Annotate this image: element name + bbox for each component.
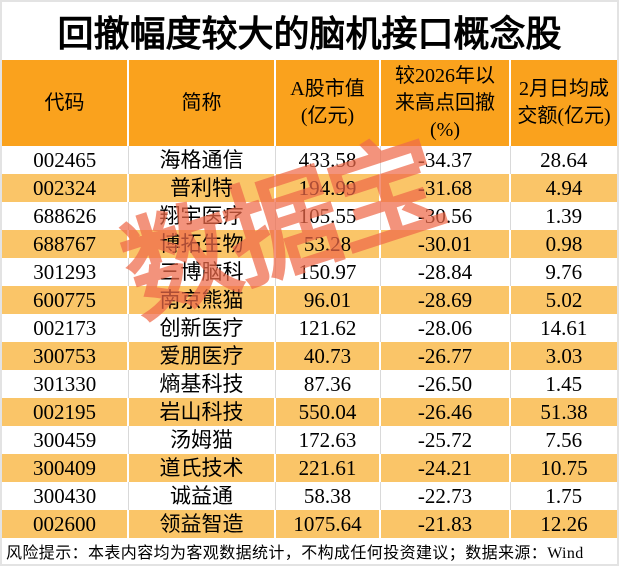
name-cell: 熵基科技 [128, 370, 276, 398]
name-cell: 普利特 [128, 174, 276, 202]
turnover-cell: 28.64 [540, 148, 588, 172]
table-row: 002195 岩山科技 550.04 -26.46 51.38 [2, 398, 617, 426]
mktcap-cell: 194.99 [275, 174, 381, 202]
drawdown-cell: -28.69 [380, 286, 511, 314]
drawdown-cell: -21.83 [380, 510, 511, 538]
mktcap-cell: 433.58 [275, 146, 381, 174]
turnover-cell: 10.75 [510, 454, 617, 482]
name-cell: 岩山科技 [128, 398, 276, 426]
drawdown-cell: -26.50 [380, 370, 511, 398]
mktcap-cell: 58.38 [275, 482, 381, 510]
table-row: 300753 爱朋医疗 40.73 -26.77 3.03 [2, 342, 617, 370]
table-row: 688626 翔宇医疗 105.55 -30.56 1.39 [2, 202, 617, 230]
table-header: 代码 简称 A股市值(亿元) 较2026年以来高点回撤(%) 2月日均成交额(亿… [2, 60, 617, 146]
mktcap-cell: 105.55 [275, 202, 381, 230]
code-cell: 300753 [2, 342, 129, 370]
turnover-cell: 3.03 [510, 342, 617, 370]
code-cell: 002324 [2, 174, 129, 202]
turnover-cell: 5.02 [510, 286, 617, 314]
name-cell: 爱朋医疗 [128, 342, 276, 370]
table-row: 688767 博拓生物 53.28 -30.01 0.98 [2, 230, 617, 258]
turnover-cell: 0.98 [510, 230, 617, 258]
code-cell: 002173 [2, 314, 129, 342]
mktcap-cell: 1075.64 [275, 510, 381, 538]
table-row: 002600 领益智造 1075.64 -21.83 12.26 [2, 510, 617, 538]
code-cell: 301330 [2, 370, 129, 398]
table-body: 002465 海格通信 433.58 -34.37 28.64 002324 普利特 194.… [2, 146, 617, 538]
code-cell: 300409 [2, 454, 129, 482]
table-row: 301330 熵基科技 87.36 -26.50 1.45 [2, 370, 617, 398]
table-row: 002324 普利特 194.99 -31.68 4.94 [2, 174, 617, 202]
code-cell: 600775 [2, 286, 129, 314]
name-cell: 翔宇医疗 [128, 202, 276, 230]
name-cell: 博拓生物 [128, 230, 276, 258]
turnover-cell: 1.45 [545, 372, 583, 396]
drawdown-cell: -26.46 [380, 398, 511, 426]
drawdown-cell: -30.01 [380, 230, 511, 258]
mktcap-cell: 53.28 [275, 230, 381, 258]
mktcap-cell: 96.01 [275, 286, 381, 314]
drawdown-cell: -22.73 [380, 482, 511, 510]
drawdown-cell: -28.06 [380, 314, 511, 342]
mktcap-cell: 172.63 [275, 426, 381, 454]
turnover-cell: 1.75 [545, 484, 583, 508]
column-header-name: 简称 [128, 60, 276, 146]
mktcap-cell: 121.62 [275, 314, 381, 342]
code-cell: 300430 [2, 482, 129, 510]
drawdown-cell: -24.21 [380, 454, 511, 482]
mktcap-cell: 550.04 [275, 398, 381, 426]
name-cell: 创新医疗 [128, 314, 276, 342]
column-header-turnover: 2月日均成交额(亿元) [510, 60, 617, 146]
title-band: 回撤幅度较大的脑机接口概念股 [2, 2, 617, 60]
turnover-cell: 51.38 [510, 398, 617, 426]
risk-disclaimer: 风险提示：本表内容均为客观数据统计，不构成任何投资建议；数据来源：Wind [6, 545, 584, 562]
table-row: 300409 道氏技术 221.61 -24.21 10.75 [2, 454, 617, 482]
column-header-drawdown: 较2026年以来高点回撤(%) [380, 60, 511, 146]
name-cell: 海格通信 [128, 146, 276, 174]
code-cell: 688767 [2, 230, 129, 258]
drawdown-cell: -25.72 [380, 426, 511, 454]
table-row: 600775 南京熊猫 96.01 -28.69 5.02 [2, 286, 617, 314]
code-cell: 002600 [2, 510, 129, 538]
drawdown-cell: -34.37 [380, 146, 511, 174]
drawdown-cell: -26.77 [380, 342, 511, 370]
drawdown-cell: -28.84 [380, 258, 511, 286]
turnover-cell: 9.76 [545, 260, 583, 284]
column-header-code: 代码 [2, 60, 129, 146]
table-row: 002173 创新医疗 121.62 -28.06 14.61 [2, 314, 617, 342]
stock-table: 代码 简称 A股市值(亿元) 较2026年以来高点回撤(%) 2月日均成交额(亿… [2, 60, 617, 538]
name-cell: 道氏技术 [128, 454, 276, 482]
table-row: 002465 海格通信 433.58 -34.37 28.64 [2, 146, 617, 174]
turnover-cell: 14.61 [540, 316, 588, 340]
name-cell: 南京熊猫 [128, 286, 276, 314]
code-cell: 002195 [2, 398, 129, 426]
turnover-cell: 1.39 [545, 204, 583, 228]
turnover-cell: 12.26 [510, 510, 617, 538]
code-cell: 002465 [2, 146, 129, 174]
table-row: 300459 汤姆猫 172.63 -25.72 7.56 [2, 426, 617, 454]
drawdown-cell: -30.56 [380, 202, 511, 230]
column-header-mktcap: A股市值(亿元) [275, 60, 381, 146]
table-row: 300430 诚益通 58.38 -22.73 1.75 [2, 482, 617, 510]
mktcap-cell: 221.61 [275, 454, 381, 482]
name-cell: 三博脑科 [128, 258, 276, 286]
code-cell: 301293 [2, 258, 129, 286]
name-cell: 诚益通 [128, 482, 276, 510]
drawdown-cell: -31.68 [380, 174, 511, 202]
page-title: 回撤幅度较大的脑机接口概念股 [57, 14, 562, 54]
mktcap-cell: 87.36 [275, 370, 381, 398]
mktcap-cell: 150.97 [275, 258, 381, 286]
name-cell: 领益智造 [128, 510, 276, 538]
code-cell: 300459 [2, 426, 129, 454]
name-cell: 汤姆猫 [128, 426, 276, 454]
turnover-cell: 7.56 [545, 428, 583, 452]
mktcap-cell: 40.73 [275, 342, 381, 370]
turnover-cell: 4.94 [510, 174, 617, 202]
code-cell: 688626 [2, 202, 129, 230]
table-row: 301293 三博脑科 150.97 -28.84 9.76 [2, 258, 617, 286]
